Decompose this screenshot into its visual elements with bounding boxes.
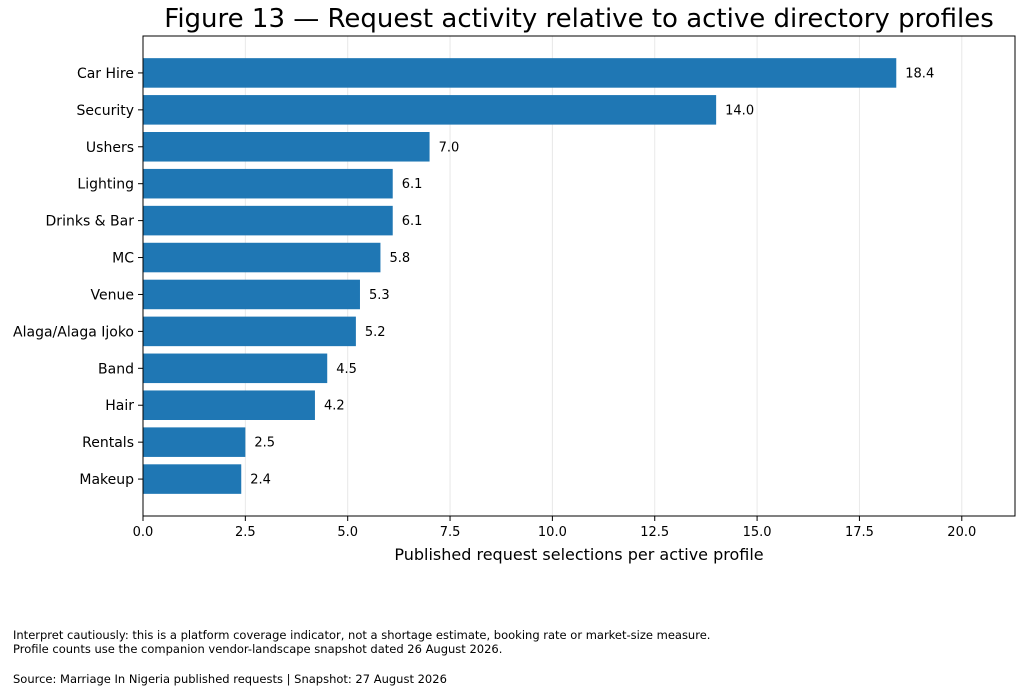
value-label: 5.2 — [365, 325, 386, 340]
x-tick-label: 15.0 — [743, 525, 772, 540]
bar — [143, 464, 242, 494]
x-tick-label: 20.0 — [947, 525, 976, 540]
value-label: 5.3 — [369, 288, 390, 303]
bar — [143, 316, 356, 347]
bar — [143, 132, 430, 162]
y-tick-label: Drinks & Bar — [46, 214, 135, 230]
y-tick-label: MC — [112, 251, 134, 267]
y-tick-label: Venue — [91, 287, 134, 303]
bar — [143, 242, 381, 273]
bars — [143, 58, 897, 494]
footnote-profile-counts: Profile counts use the companion vendor-… — [13, 642, 503, 656]
y-tick-label: Makeup — [79, 472, 134, 488]
axes: 0.0 2.5 5.0 7.5 10.0 12.5 15.0 17.5 20.0 Car Hire… — [13, 35, 1016, 540]
x-tick-label: 2.5 — [235, 525, 256, 540]
bar — [143, 390, 315, 420]
x-tick-label: 17.5 — [845, 525, 874, 540]
y-tick-label: Alaga/Alaga Ijoko — [13, 324, 134, 340]
y-tick-label: Security — [77, 103, 135, 119]
bar — [143, 95, 717, 125]
bar — [143, 279, 360, 310]
bar — [143, 205, 393, 236]
footnote-caution: Interpret cautiously: this is a platform… — [13, 628, 711, 642]
x-tick-label: 0.0 — [133, 525, 154, 540]
y-tick-label: Rentals — [82, 435, 134, 451]
bar — [143, 58, 897, 88]
x-tick-label: 12.5 — [640, 525, 669, 540]
bar-chart: 18.4 14.0 7.0 6.1 6.1 5.8 5.3 5.2 4.5 4.2 2.5 2.4 0… — [13, 35, 1016, 564]
y-tick-label: Car Hire — [77, 66, 134, 82]
value-label: 6.1 — [402, 214, 423, 229]
value-labels: 18.4 14.0 7.0 6.1 6.1 5.8 5.3 5.2 4.5 4.2 2.5 2.4 — [250, 66, 934, 487]
value-label: 4.2 — [324, 399, 345, 414]
bar — [143, 353, 328, 384]
value-label: 4.5 — [336, 362, 357, 377]
bar — [143, 168, 393, 199]
bar — [143, 427, 246, 457]
x-tick-label: 7.5 — [440, 525, 461, 540]
x-tick-label: 5.0 — [337, 525, 358, 540]
x-tick-label: 10.0 — [538, 525, 567, 540]
value-label: 2.4 — [250, 473, 271, 488]
y-tick-label: Lighting — [77, 177, 134, 193]
value-label: 14.0 — [725, 103, 754, 118]
y-tick-label: Ushers — [86, 140, 134, 156]
value-label: 5.8 — [389, 251, 410, 266]
value-label: 7.0 — [439, 140, 460, 155]
y-tick-label: Band — [98, 361, 134, 377]
plot-frame — [142, 35, 1016, 517]
value-label: 18.4 — [905, 66, 934, 81]
y-tick-label: Hair — [105, 398, 134, 414]
x-axis-label: Published request selections per active … — [394, 545, 763, 564]
source-note: Source: Marriage In Nigeria published re… — [13, 672, 447, 686]
chart-title: Figure 13 — Request activity relative to… — [164, 4, 994, 34]
value-label: 2.5 — [254, 436, 275, 451]
value-label: 6.1 — [402, 177, 423, 192]
